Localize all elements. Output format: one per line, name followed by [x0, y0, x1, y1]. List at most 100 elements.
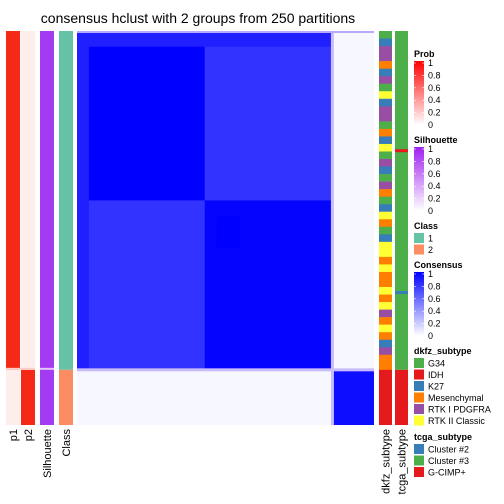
dkfz-cell	[379, 249, 392, 258]
tcga-legend-title: tcga_subtype	[414, 432, 472, 442]
tcga-legend-swatch	[414, 455, 424, 466]
tcga-cell	[395, 291, 408, 295]
silhouette-legend-tick: 0.8	[428, 156, 441, 166]
consensus-block-3	[77, 369, 333, 425]
dkfz-cell	[379, 76, 392, 85]
dkfz-cell	[379, 91, 392, 100]
group-separator-h	[77, 368, 374, 372]
column-label: p1	[8, 429, 20, 441]
dkfz-cell	[379, 241, 392, 250]
p1-group-1	[6, 31, 20, 370]
silhouette-legend-tick: 0.6	[428, 169, 441, 179]
consensus-legend-tick: 0.8	[428, 281, 441, 291]
dkfz-cell	[379, 159, 392, 167]
class-group-2	[59, 369, 73, 425]
column-label: dkfz_subtype	[381, 429, 393, 494]
silhouette-legend-bar	[414, 147, 424, 211]
column-label: Silhouette	[42, 429, 54, 478]
prob-legend-tick: 0.6	[428, 83, 441, 93]
consensus-subblock-5	[77, 31, 333, 47]
dkfz-cell	[379, 46, 392, 54]
dkfz-cell	[379, 264, 392, 273]
dkfz-cell	[379, 136, 392, 145]
tcga-legend-label: Cluster #2	[428, 445, 469, 455]
dkfz-legend-label: RTK I PDGFRA	[428, 405, 491, 415]
consensus-block-4	[332, 369, 374, 425]
dkfz-cell	[379, 196, 392, 205]
dkfz-cell	[379, 324, 392, 333]
prob-legend-bar	[414, 61, 424, 125]
silhouette-legend-tick: 1	[428, 144, 433, 154]
class-group-1	[59, 31, 73, 370]
p2-group-2	[21, 369, 35, 425]
prob-transition	[6, 367, 35, 370]
silhouette-transition	[40, 367, 54, 370]
dkfz-cell	[379, 204, 392, 213]
consensus-subblock-7	[216, 216, 241, 248]
dkfz-legend-swatch	[414, 369, 424, 380]
dkfz-legend-label: Mesenchymal	[428, 393, 484, 403]
consensus-subblock-1	[77, 31, 205, 201]
dkfz-cell	[379, 181, 392, 190]
dkfz-cell	[379, 271, 392, 280]
column-labels: p1 p2 Silhouette Class dkfz_subtype tcga_subt…	[8, 429, 409, 495]
prob-legend-tick: 0.2	[428, 108, 441, 118]
p1-group-2	[6, 369, 20, 425]
class-legend-label: 2	[428, 245, 433, 255]
dkfz-cell	[379, 279, 392, 288]
dkfz-cell	[379, 302, 392, 310]
consensus-subblock-3	[204, 31, 333, 201]
tcga-legend-label: Cluster #3	[428, 456, 469, 466]
tcga-cell	[395, 149, 408, 153]
silhouette-bar	[40, 31, 54, 425]
dkfz-cell	[379, 98, 392, 107]
legends: Prob10.80.60.40.20Silhouette10.80.60.40.…	[414, 49, 491, 478]
dkfz-legend-label: G34	[428, 359, 445, 369]
consensus-legend-tick: 0.4	[428, 306, 441, 316]
column-label: Class	[61, 429, 73, 457]
consensus-legend-tick: 0.2	[428, 319, 441, 329]
dkfz-cell	[379, 174, 392, 182]
dkfz-cell	[379, 309, 392, 318]
dkfz-cell	[379, 189, 392, 197]
dkfz-legend-swatch	[414, 392, 424, 403]
column-label: tcga_subtype	[397, 429, 409, 494]
dkfz-cell	[379, 287, 392, 295]
dkfz-legend-swatch	[414, 415, 424, 426]
dkfz-cell	[379, 53, 392, 62]
prob-legend-tick: 1	[428, 58, 433, 68]
prob-legend-tick: 0.4	[428, 95, 441, 105]
silhouette-legend-tick: 0	[428, 206, 433, 216]
dkfz-cell	[379, 61, 392, 69]
group-separator-v	[330, 31, 334, 425]
dkfz-legend-swatch	[414, 404, 424, 414]
consensus-matrix	[77, 31, 374, 425]
dkfz-cell	[379, 106, 392, 115]
right-annotations	[379, 31, 408, 425]
dkfz-cell	[379, 151, 392, 160]
dkfz-cell	[379, 68, 392, 77]
dkfz-cell	[379, 226, 392, 235]
dkfz-cell	[379, 121, 392, 130]
prob-legend-tick: 0.8	[428, 70, 441, 80]
dkfz-legend-title: dkfz_subtype	[414, 346, 472, 356]
prob-legend-tick: 0	[428, 120, 433, 130]
consensus-legend-tick: 0	[428, 331, 433, 341]
consensus-legend-title: Consensus	[414, 260, 463, 270]
consensus-block-2	[332, 31, 374, 370]
dkfz-cell	[379, 219, 392, 228]
tcga-legend-swatch	[414, 444, 424, 454]
dkfz-cell	[379, 211, 392, 220]
dkfz-cell	[379, 234, 392, 243]
dkfz-cell	[379, 339, 392, 348]
tcga-legend-label: G-CIMP+	[428, 468, 466, 478]
top-border	[77, 31, 374, 33]
dkfz-cell	[379, 347, 392, 356]
silhouette-legend-tick: 0.4	[428, 181, 441, 191]
dkfz-cell	[379, 31, 392, 39]
dkfz-legend-label: IDH	[428, 370, 444, 380]
consensus-legend-tick: 1	[428, 269, 433, 279]
dkfz-legend-swatch	[414, 381, 424, 391]
consensus-legend-tick: 0.6	[428, 294, 441, 304]
class-legend-label: 1	[428, 234, 433, 244]
